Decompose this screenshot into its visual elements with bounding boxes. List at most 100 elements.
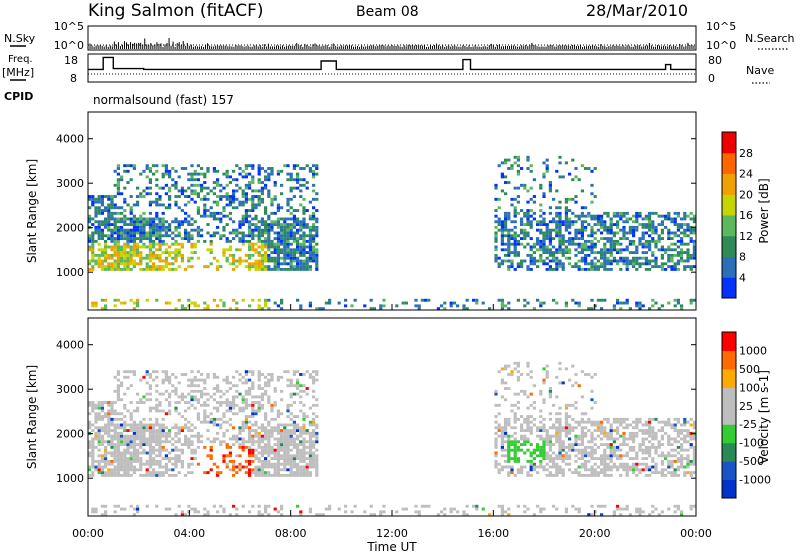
power-cell (660, 220, 664, 224)
power-cell (596, 251, 600, 255)
power-cell (248, 209, 252, 212)
power-cell (417, 304, 421, 308)
velocity-cell (100, 429, 104, 433)
power-cell (558, 155, 562, 159)
velocity-cell (203, 403, 207, 407)
velocity-cell (248, 471, 252, 475)
velocity-cell (168, 429, 172, 433)
velocity-cell (600, 420, 604, 424)
velocity-cell (577, 471, 581, 475)
velocity-cell (120, 431, 124, 435)
power-cell (532, 256, 536, 260)
power-cell (548, 183, 552, 187)
velocity-cell (555, 454, 559, 458)
power-cell (648, 262, 652, 266)
power-cell (145, 262, 149, 266)
power-cell (120, 192, 124, 196)
velocity-cell (225, 398, 229, 402)
power-cell (116, 189, 120, 193)
power-cell (107, 256, 111, 260)
power-cell (238, 248, 242, 252)
velocity-cell (126, 423, 130, 427)
power-cell (100, 251, 104, 255)
velocity-cell (238, 437, 242, 441)
velocity-cell (516, 406, 520, 410)
velocity-cell (174, 431, 178, 435)
power-cell (619, 267, 623, 271)
velocity-cell (500, 426, 504, 430)
velocity-cell (564, 423, 568, 427)
power-cell (635, 262, 639, 266)
power-cell (302, 267, 306, 271)
power-cell (136, 262, 140, 266)
power-cell (500, 248, 504, 252)
velocity-cell (529, 462, 533, 466)
power-cell (680, 253, 684, 257)
velocity-cell (241, 448, 245, 452)
velocity-cell (244, 406, 248, 410)
power-cell (641, 231, 645, 235)
power-cell (228, 245, 232, 249)
velocity-cell (500, 504, 504, 508)
velocity-cell (110, 434, 114, 438)
power-cell (254, 206, 258, 210)
power-cell (283, 231, 287, 235)
power-cell (606, 259, 610, 263)
velocity-cell (532, 401, 536, 404)
velocity-cell (158, 431, 162, 435)
velocity-cell (145, 392, 149, 396)
velocity-cell (299, 468, 303, 472)
power-cell (299, 265, 303, 269)
velocity-cell (513, 361, 517, 365)
power-cell (600, 298, 604, 302)
colorbar-tick-label: 16 (739, 209, 753, 222)
power-cell (555, 259, 559, 263)
velocity-cell (590, 389, 594, 393)
velocity-cell (254, 431, 258, 435)
velocity-cell (148, 406, 152, 410)
power-cell (593, 195, 597, 198)
velocity-cell (222, 420, 226, 424)
power-cell (280, 169, 284, 173)
power-cell (571, 223, 575, 227)
velocity-cell (225, 409, 229, 413)
velocity-cell (497, 462, 501, 466)
power-cell (168, 172, 172, 176)
power-cell (257, 259, 261, 263)
power-cell (123, 209, 127, 212)
velocity-cell (148, 440, 152, 444)
power-cell (129, 231, 133, 235)
power-cell (116, 206, 120, 210)
velocity-cell (158, 403, 162, 407)
velocity-cell (507, 423, 511, 427)
power-cell (561, 248, 565, 252)
velocity-cell (139, 429, 143, 433)
power-cell (574, 253, 578, 257)
range-tick-label: 1000 (56, 266, 84, 279)
power-cell (203, 181, 207, 184)
power-cell (123, 234, 127, 238)
velocity-cell (561, 443, 565, 447)
power-cell (568, 262, 572, 266)
power-cell (638, 301, 642, 305)
power-cell (267, 259, 271, 263)
power-cell (606, 262, 610, 266)
power-cell (244, 253, 248, 257)
velocity-cell (126, 440, 130, 444)
velocity-cell (270, 473, 274, 477)
power-cell (580, 228, 584, 232)
power-cell (292, 186, 296, 190)
power-cell (126, 267, 130, 271)
velocity-cell (305, 445, 309, 449)
velocity-cell (129, 443, 133, 447)
power-cell (289, 251, 293, 255)
velocity-cell (232, 434, 236, 438)
power-cell (507, 253, 511, 257)
power-cell (305, 256, 309, 260)
velocity-cell (612, 451, 616, 455)
velocity-cell (110, 462, 114, 466)
power-cell (241, 234, 245, 238)
power-cell (558, 234, 562, 238)
power-cell (596, 267, 600, 271)
power-cell (539, 231, 543, 235)
